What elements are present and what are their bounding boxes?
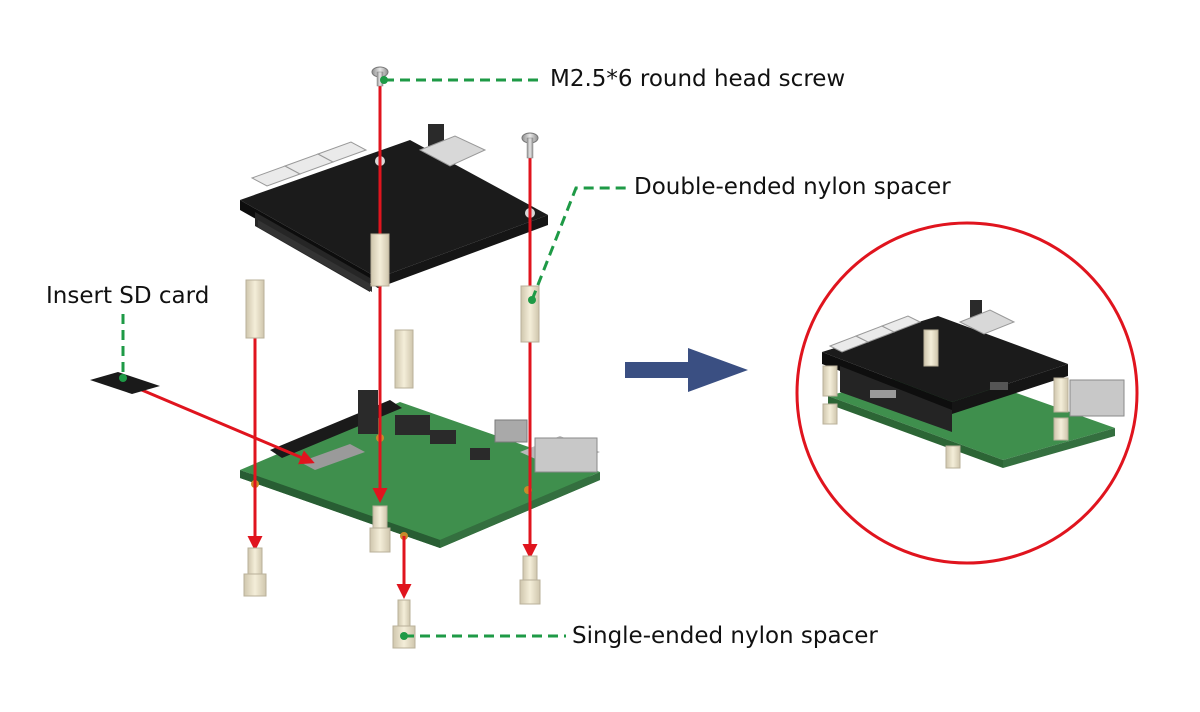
nylon-spacer-top-center (370, 233, 390, 287)
nylon-spacer-single-bottom (392, 599, 416, 649)
sd-card (90, 372, 160, 394)
assembly-arrows (117, 84, 538, 599)
nylon-spacer-single-center (369, 505, 391, 553)
arrow-sd-insert (117, 378, 315, 465)
nylon-spacer-single-left (243, 547, 267, 597)
detail-circle-outline (795, 221, 1139, 565)
magnifier-circle-icon (795, 221, 1139, 565)
nylon-spacer-double-right (520, 285, 540, 343)
raspberry-pi-board (240, 390, 600, 548)
leader-lines (121, 78, 626, 638)
nylon-spacer-left (245, 279, 265, 339)
label-single-ended-spacer: Single-ended nylon spacer (572, 623, 878, 649)
screw-right (521, 132, 539, 159)
nylon-spacer-single-right (519, 555, 541, 605)
leader-double-spacer (530, 186, 626, 301)
hat-board (240, 124, 548, 292)
nylon-spacer-middle (394, 329, 414, 389)
label-insert-sd-card: Insert SD card (46, 283, 210, 309)
leader-dots (119, 76, 536, 640)
screw-center (371, 66, 389, 87)
label-screw: M2.5*6 round head screw (550, 66, 846, 92)
label-double-ended-spacer: Double-ended nylon spacer (634, 174, 951, 200)
arrow-right-icon (625, 348, 748, 392)
